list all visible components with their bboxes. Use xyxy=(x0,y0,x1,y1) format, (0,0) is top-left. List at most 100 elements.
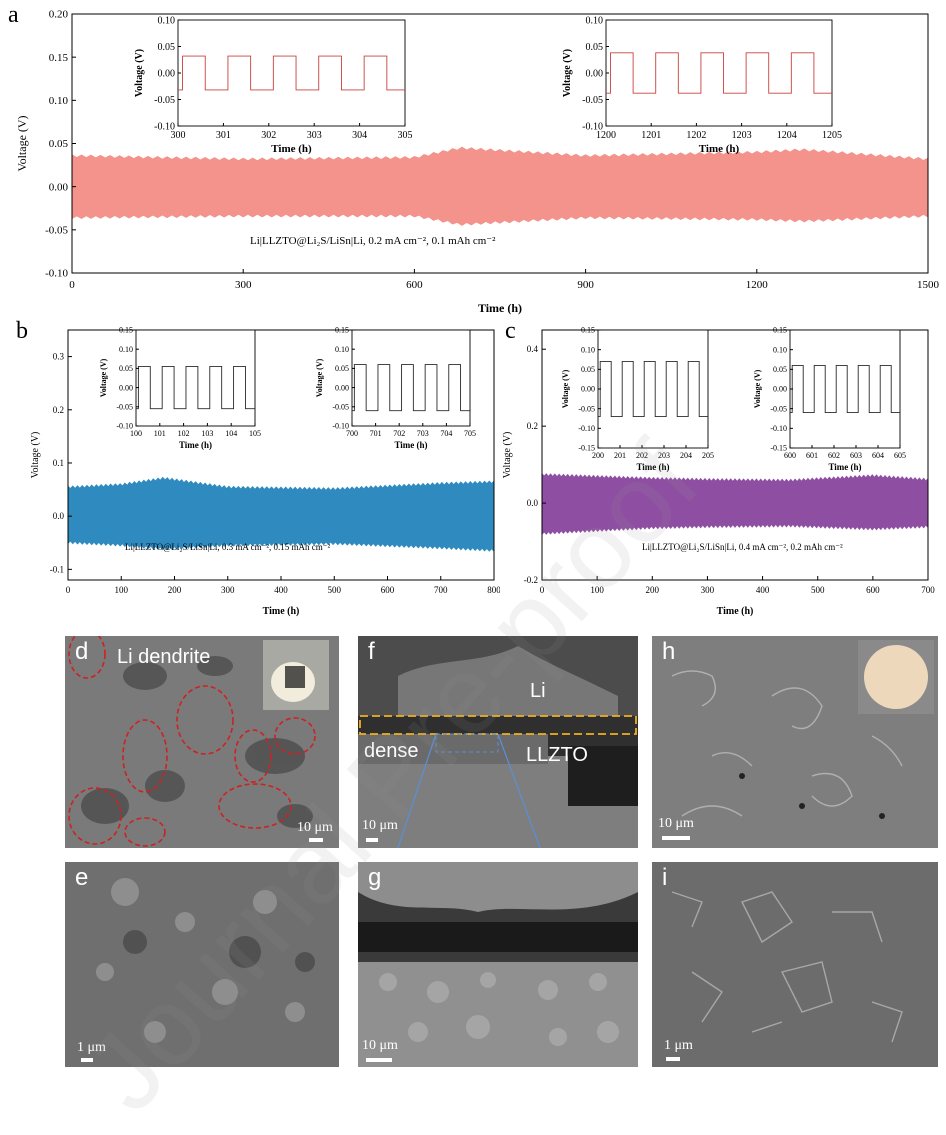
inset-x-tick-label-a-0: 302 xyxy=(261,130,276,141)
sem-panel-f: f Li dense LLZTO 10 μm xyxy=(358,636,638,848)
sem-texture-e xyxy=(65,862,339,1067)
x-axis-title-a: Time (h) xyxy=(478,301,522,315)
inset-y-tick-label-c-1: 0.15 xyxy=(773,326,787,335)
inset-trace-b-1 xyxy=(352,364,470,412)
inset-y-tick-label-b-0: 0.15 xyxy=(119,326,133,335)
inset-x-tick-label-a-1: 1205 xyxy=(822,130,842,141)
chart-c: 0 100 200 300 400 500 600 700 0.4 0.2 0.0 -0.2 Time … xyxy=(502,326,935,617)
x-tick-label-b: 0 xyxy=(66,585,71,595)
y-tick-label-c: -0.2 xyxy=(524,575,538,585)
y-tick-label-a: 0.10 xyxy=(49,95,69,107)
chart-a: 0 300 600 900 1200 1500 0.20 0.15 0.10 0.05 0.00 -0… xyxy=(15,9,940,315)
sem-panel-i: i 1 μm xyxy=(652,862,938,1067)
panel-letter-b: b xyxy=(16,318,28,344)
y-tick-label-c: 0.0 xyxy=(527,498,539,508)
inset-x-tick-label-a-0: 303 xyxy=(307,130,322,141)
inset-x-tick-label-b-0: 101 xyxy=(154,429,166,438)
inset-trace-b-0 xyxy=(136,366,255,410)
inset-y-tick-label-b-0: 0.00 xyxy=(119,383,133,392)
inset-x-tick-label-c-0: 203 xyxy=(658,451,670,460)
inset-x-tick-label-b-0: 104 xyxy=(225,429,237,438)
scale-label-d: 10 μm xyxy=(297,820,333,835)
inset-frame-a-0 xyxy=(177,19,406,127)
scale-label-f: 10 μm xyxy=(362,818,398,833)
inset-y-tick-label-c-1: -0.15 xyxy=(770,444,787,453)
inset-y-tick-label-c-0: -0.10 xyxy=(578,424,595,433)
inset-x-tick-label-a-1: 1203 xyxy=(732,130,752,141)
x-tick-label-b: 800 xyxy=(487,585,500,595)
inset-y-tick-label-c-1: -0.05 xyxy=(770,404,787,413)
inset-x-tick-label-c-0: 201 xyxy=(614,451,626,460)
x-tick-label-c: 600 xyxy=(866,585,880,595)
scale-bar-h xyxy=(662,836,690,840)
inset-y-tick-label-a-1: -0.10 xyxy=(582,121,603,132)
inset-x-tick-label-a-0: 300 xyxy=(171,130,186,141)
voltage-band-c xyxy=(542,472,928,536)
inset-x-tick-label-c-1: 605 xyxy=(894,451,906,460)
inset-x-tick-label-b-0: 103 xyxy=(201,429,213,438)
x-tick-label-b: 100 xyxy=(115,585,129,595)
inset-y-tick-label-a-0: 0.05 xyxy=(158,42,176,53)
inset-x-tick-label-c-1: 601 xyxy=(806,451,818,460)
inset-y-tick-label-c-1: 0.00 xyxy=(773,385,787,394)
sem-label-li: Li xyxy=(530,680,546,702)
x-axis-title-c: Time (h) xyxy=(717,606,754,617)
inset-x-tick-label-b-0: 100 xyxy=(130,429,142,438)
inset-y-tick-label-b-1: 0.00 xyxy=(335,383,349,392)
y-tick-label-b: 0.0 xyxy=(53,511,65,521)
inset-x-tick-label-c-1: 604 xyxy=(872,451,884,460)
x-tick-label-a: 600 xyxy=(406,279,423,291)
y-tick-label-c: 0.4 xyxy=(527,344,539,354)
inset-y-tick-label-a-1: 0.00 xyxy=(586,68,604,79)
inset-y-tick-label-b-0: 0.05 xyxy=(119,364,133,373)
inset-x-tick-label-c-1: 600 xyxy=(784,451,796,460)
scale-bar-g xyxy=(366,1058,392,1062)
inset-x-title-b-0: Time (h) xyxy=(179,440,212,450)
x-tick-label-c: 400 xyxy=(756,585,770,595)
inset-y-tick-label-c-0: 0.00 xyxy=(581,385,595,394)
x-tick-label-c: 200 xyxy=(646,585,660,595)
scale-label-g: 10 μm xyxy=(362,1038,398,1053)
y-tick-label-a: 0.05 xyxy=(49,138,69,150)
y-axis-title-a: Voltage (V) xyxy=(15,115,29,171)
y-tick-label-a: -0.10 xyxy=(45,268,68,280)
inset-frame-b-1 xyxy=(351,329,471,427)
inset-frame-b-0 xyxy=(135,329,256,427)
inset-x-tick-label-a-1: 1202 xyxy=(686,130,706,141)
sem-letter-d: d xyxy=(75,638,89,665)
inset-x-title-a-1: Time (h) xyxy=(699,143,740,155)
y-tick-label-b: 0.2 xyxy=(53,405,64,415)
inset-y-tick-label-a-0: 0.00 xyxy=(158,68,176,79)
panel-letter-c: c xyxy=(505,318,516,344)
x-tick-label-c: 0 xyxy=(540,585,545,595)
inset-y-tick-label-a-1: -0.05 xyxy=(582,95,603,106)
inset-x-title-b-1: Time (h) xyxy=(394,440,427,450)
scale-label-i: 1 μm xyxy=(664,1038,693,1053)
inset-y-tick-label-b-0: 0.10 xyxy=(119,345,133,354)
inset-x-tick-label-c-0: 204 xyxy=(680,451,692,460)
inset-trace-c-1 xyxy=(790,364,900,414)
inset-x-tick-label-b-1: 700 xyxy=(346,429,358,438)
inset-y-tick-label-c-0: -0.15 xyxy=(578,444,595,453)
plot-frame-c xyxy=(541,329,929,581)
inset-photo-d xyxy=(263,640,329,710)
sem-label-llzto: LLZTO xyxy=(526,744,588,766)
inset-x-tick-label-b-1: 702 xyxy=(393,429,405,438)
inset-y-tick-label-b-1: 0.15 xyxy=(335,326,349,335)
cell-annotation-b: Li|LLZTO@Li₂S/LiSn|Li, 0.3 mA cm⁻², 0.15… xyxy=(125,542,331,552)
inset-x-tick-label-c-0: 205 xyxy=(702,451,714,460)
y-tick-label-b: -0.1 xyxy=(50,564,64,574)
inset-frame-a-1 xyxy=(605,19,833,127)
y-tick-label-a: 0.00 xyxy=(49,181,69,193)
inset-y-title-c-0: Voltage (V) xyxy=(561,369,570,408)
scale-bar-d xyxy=(309,838,323,842)
inset-x-tick-label-c-0: 200 xyxy=(592,451,604,460)
inset-photo-h xyxy=(858,640,934,714)
inset-y-tick-label-a-1: 0.05 xyxy=(586,42,604,53)
inset-y-tick-label-a-1: 0.10 xyxy=(586,15,604,26)
inset-y-tick-label-c-1: 0.05 xyxy=(773,365,787,374)
sem-panel-e: e 1 μm xyxy=(65,862,339,1067)
x-tick-label-b: 300 xyxy=(221,585,235,595)
chart-b: 0 100 200 300 400 500 600 700 800 0.3 0.2 0.1 0.0 -0.… xyxy=(30,326,500,617)
x-tick-label-b: 400 xyxy=(274,585,288,595)
